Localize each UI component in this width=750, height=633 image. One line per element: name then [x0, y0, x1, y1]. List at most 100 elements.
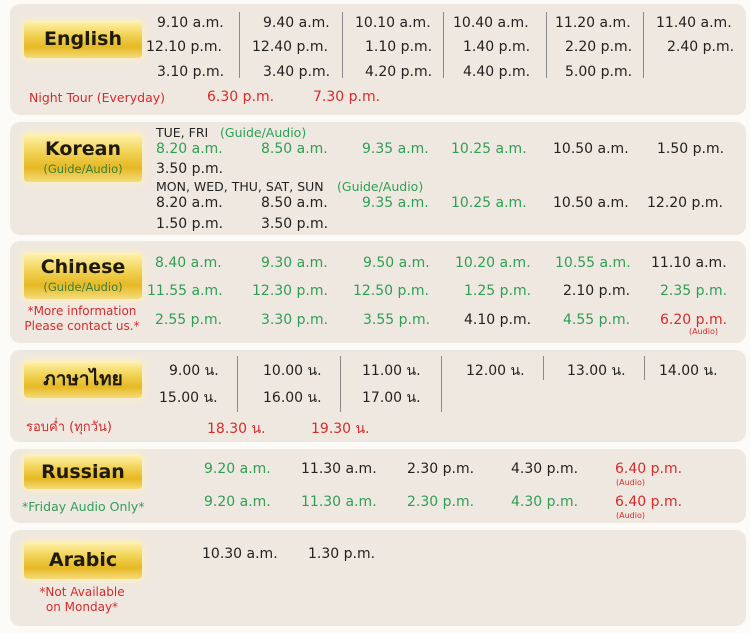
- time: 3.30 p.m.: [261, 312, 329, 328]
- time: 8.20 a.m.: [156, 195, 223, 211]
- time: 1.50 p.m.: [657, 141, 725, 157]
- time: 10.50 a.m.: [553, 141, 629, 157]
- chinese-sub: (Guide/Audio): [43, 280, 123, 294]
- time: 8.20 a.m.: [156, 141, 223, 157]
- time: 2.30 p.m.: [407, 494, 475, 510]
- time: 1.25 p.m.: [464, 283, 532, 299]
- divider: [441, 356, 442, 412]
- time: 10.10 a.m.: [355, 15, 431, 31]
- time: 9.20 a.m.: [204, 461, 271, 477]
- divider: [237, 356, 238, 412]
- time: 9.10 a.m.: [157, 15, 224, 31]
- time: 1.50 p.m.: [156, 216, 224, 232]
- time: 15.00 น.: [159, 390, 218, 406]
- divider: [239, 12, 240, 78]
- english-card: English 9.10 a.m. 9.40 a.m. 10.10 a.m. 1…: [10, 4, 746, 115]
- divider: [340, 356, 341, 412]
- time: 4.30 p.m.: [511, 494, 579, 510]
- divider: [443, 12, 444, 78]
- note-line: Please contact us.*: [24, 319, 140, 333]
- chinese-label: Chinese: [40, 256, 126, 278]
- time: 4.40 p.m.: [463, 64, 531, 80]
- time: 4.20 p.m.: [365, 64, 433, 80]
- time: 18.30 น.: [207, 421, 266, 437]
- time: 4.30 p.m.: [511, 461, 579, 477]
- time: 2.10 p.m.: [563, 283, 631, 299]
- russian-badge: Russian: [24, 455, 142, 489]
- time: 12.20 p.m.: [647, 195, 723, 211]
- arabic-badge: Arabic: [24, 542, 142, 579]
- russian-note: *Friday Audio Only*: [22, 499, 145, 514]
- time: 2.20 p.m.: [565, 39, 633, 55]
- time: 3.40 p.m.: [263, 64, 331, 80]
- note-line: on Monday*: [45, 600, 119, 614]
- time: 11.00 น.: [362, 363, 421, 379]
- time: 10.25 a.m.: [451, 195, 527, 211]
- time: 10.00 น.: [263, 363, 322, 379]
- time: 14.00 น.: [659, 363, 718, 379]
- time: 11.30 a.m.: [301, 461, 377, 477]
- time: 13.00 น.: [567, 363, 626, 379]
- time: 8.40 a.m.: [155, 255, 222, 271]
- time: 9.20 a.m.: [204, 494, 271, 510]
- time: 1.10 p.m.: [365, 39, 433, 55]
- chinese-card: Chinese (Guide/Audio) *More information …: [10, 241, 746, 343]
- time: 12.40 p.m.: [252, 39, 328, 55]
- time: 11.40 a.m.: [656, 15, 732, 31]
- days-note: (Guide/Audio): [220, 125, 307, 140]
- time: 12.30 p.m.: [252, 283, 328, 299]
- time: 8.50 a.m.: [261, 141, 328, 157]
- time: 9.35 a.m.: [362, 141, 429, 157]
- chinese-note: *More information Please contact us.*: [18, 304, 146, 334]
- time: 4.10 p.m.: [464, 312, 532, 328]
- time: 3.55 p.m.: [363, 312, 431, 328]
- arabic-note: *Not Available on Monday*: [18, 585, 146, 615]
- time: 6.40 p.m.: [615, 494, 683, 510]
- time: 9.30 a.m.: [261, 255, 328, 271]
- audio-tag: (Audio): [616, 478, 645, 487]
- audio-tag: (Audio): [616, 511, 645, 520]
- time: 2.55 p.m.: [155, 312, 223, 328]
- time: 2.35 p.m.: [660, 283, 728, 299]
- time: 12.10 p.m.: [146, 39, 222, 55]
- time: 10.25 a.m.: [451, 141, 527, 157]
- thai-label: ภาษาไทย: [43, 368, 123, 390]
- night-tour-label: รอบค่ำ (ทุกวัน): [26, 420, 112, 435]
- time: 9.00 น.: [169, 363, 219, 379]
- time: 10.40 a.m.: [453, 15, 529, 31]
- night-tour-label: Night Tour (Everyday): [29, 90, 166, 105]
- thai-card: ภาษาไทย 9.00 น. 10.00 น. 11.00 น. 12.00 …: [10, 350, 746, 442]
- korean-card: Korean (Guide/Audio) TUE, FRI (Guide/Aud…: [10, 122, 746, 235]
- thai-badge: ภาษาไทย: [24, 361, 142, 398]
- days-note: (Guide/Audio): [337, 179, 424, 194]
- time: 5.00 p.m.: [565, 64, 633, 80]
- time: 6.30 p.m.: [207, 89, 275, 105]
- time: 9.50 a.m.: [363, 255, 430, 271]
- english-label: English: [44, 28, 122, 50]
- time: 11.10 a.m.: [651, 255, 727, 271]
- divider: [546, 12, 547, 78]
- time: 17.00 น.: [362, 390, 421, 406]
- time: 3.50 p.m.: [156, 161, 224, 177]
- russian-card: Russian *Friday Audio Only* 9.20 a.m. 11…: [10, 449, 746, 523]
- time: 6.40 p.m.: [615, 461, 683, 477]
- time: 9.40 a.m.: [263, 15, 330, 31]
- time: 2.40 p.m.: [667, 39, 735, 55]
- divider: [643, 12, 644, 78]
- time: 10.30 a.m.: [202, 546, 278, 562]
- time: 1.30 p.m.: [308, 546, 376, 562]
- korean-label: Korean: [44, 138, 122, 160]
- note-line: *More information: [27, 304, 137, 318]
- time: 4.55 p.m.: [563, 312, 631, 328]
- time: 6.20 p.m.: [660, 312, 728, 328]
- divider: [644, 356, 645, 380]
- arabic-card: Arabic *Not Available on Monday* 10.30 a…: [10, 530, 746, 626]
- note-line: *Not Available: [39, 585, 125, 599]
- english-badge: English: [24, 21, 142, 58]
- time: 11.20 a.m.: [555, 15, 631, 31]
- russian-label: Russian: [41, 461, 125, 483]
- chinese-badge: Chinese (Guide/Audio): [24, 253, 142, 299]
- arabic-label: Arabic: [48, 549, 118, 571]
- time: 1.40 p.m.: [463, 39, 531, 55]
- divider: [342, 12, 343, 78]
